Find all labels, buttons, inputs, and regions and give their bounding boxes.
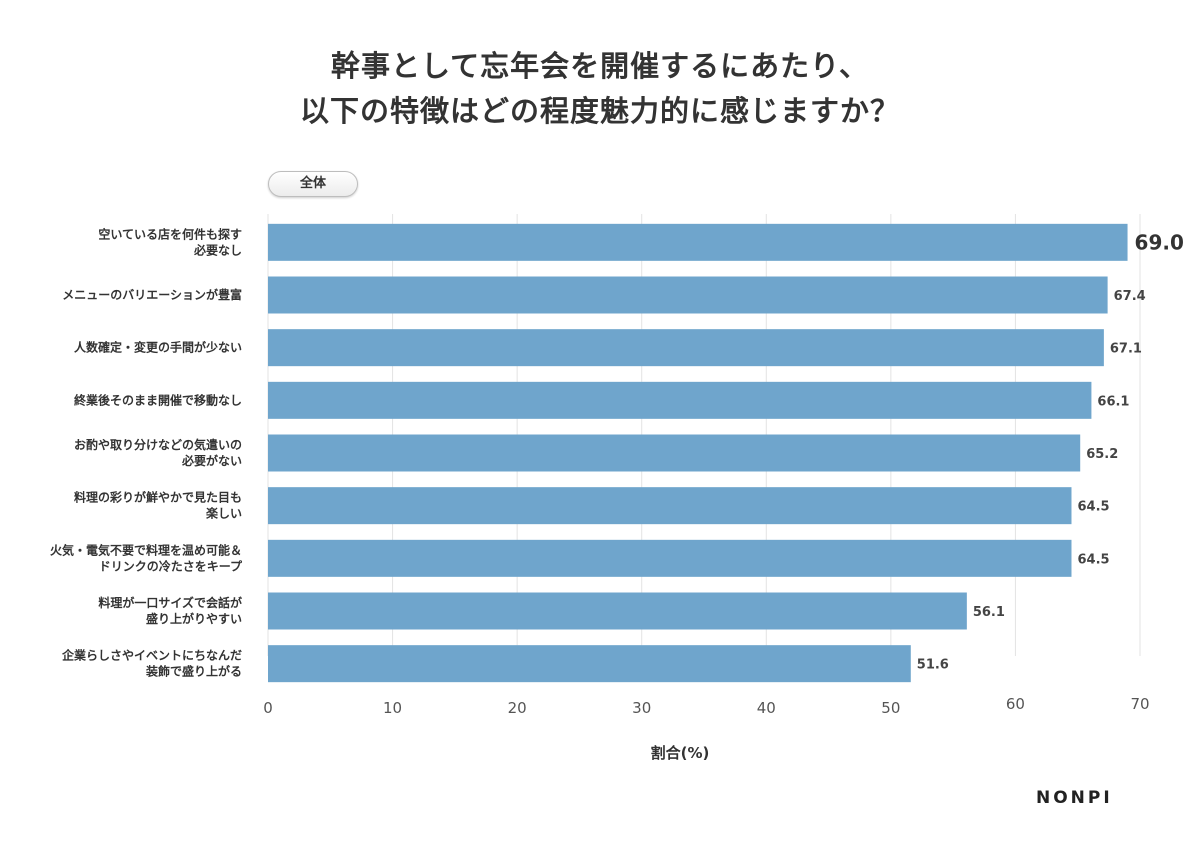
bar-3 [268,329,1104,367]
x-tick-label-20: 20 [508,699,527,717]
category-label-6-line-1: 料理の彩りが鮮やかで見た目も [74,490,242,505]
bar-1 [268,223,1128,261]
bar-2 [268,276,1108,314]
value-label-2: 67.4 [1114,289,1146,304]
x-tick-label-10: 10 [383,699,402,717]
value-label-9: 51.6 [917,658,949,673]
value-label-3: 67.1 [1110,342,1142,357]
bar-7 [268,539,1072,577]
category-label-8-line-1: 料理が一口サイズで会話が [98,595,242,610]
bar-8 [268,592,967,630]
category-label-1-line-1: 空いている店を何件も探す [98,226,242,241]
bar-5 [268,434,1081,472]
x-tick-label-70: 70 [1130,695,1149,713]
value-label-8: 56.1 [973,605,1005,620]
bar-6 [268,487,1072,525]
category-label-7-line-1: 火気・電気不要で料理を温め可能＆ [50,542,242,557]
x-tick-label-0: 0 [263,699,273,717]
brand-logo: NONPI [1036,788,1113,808]
x-axis-title: 割合(%) [650,744,710,762]
bar-4 [268,381,1092,419]
value-label-6: 64.5 [1077,500,1109,515]
category-label-5-line-1: お酌や取り分けなどの気遣いの [74,437,242,452]
chart-title: 幹事として忘年会を開催するにあたり、 以下の特徴はどの程度魅力的に感じますか？ [0,44,1200,134]
category-label-7-line-2: ドリンクの冷たさをキープ [99,558,243,573]
category-label-3-line-1: 人数確定・変更の手間が少ない [74,340,242,355]
category-label-8-line-2: 盛り上がりやすい [146,611,242,626]
x-tick-label-30: 30 [632,699,651,717]
category-label-1-line-2: 必要なし [193,242,242,257]
category-label-6-line-2: 楽しい [206,506,242,521]
bar-9 [268,645,911,683]
chart-title-line-1: 幹事として忘年会を開催するにあたり、 [331,49,869,83]
category-label-5-line-2: 必要がない [181,453,242,468]
filter-tab-all[interactable]: 全体 [268,171,358,197]
chart-title-line-2: 以下の特徴はどの程度魅力的に感じますか？ [299,94,900,128]
value-label-5: 65.2 [1086,447,1118,462]
value-label-4: 66.1 [1097,394,1129,409]
value-label-1: 69.0 [1135,230,1184,254]
x-tick-label-50: 50 [881,699,900,717]
category-label-4-line-1: 終業後そのまま開催で移動なし [74,392,242,407]
x-tick-label-60: 60 [1006,695,1025,713]
category-label-9-line-1: 企業らしさやイベントにちなんだ [61,648,242,663]
category-label-9-line-2: 装飾で盛り上がる [145,664,242,679]
x-tick-label-40: 40 [757,699,776,717]
category-label-2-line-1: メニューのバリエーションが豊富 [62,287,242,302]
value-label-7: 64.5 [1077,552,1109,567]
